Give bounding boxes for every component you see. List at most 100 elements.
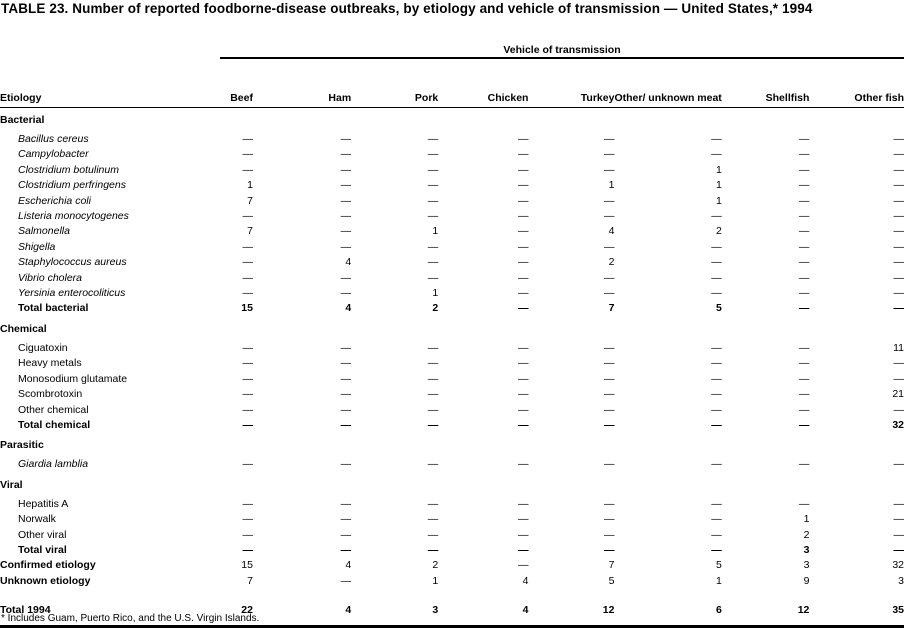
table-cell: 4	[345, 559, 352, 572]
table-cell: —	[242, 372, 253, 385]
table-cell: —	[517, 225, 529, 238]
table-cell: 7	[247, 225, 253, 238]
table-cell	[809, 108, 904, 133]
table-cell: —	[242, 458, 253, 471]
table-cell	[230, 473, 253, 497]
table-cell: —	[340, 403, 352, 416]
table-cell: —	[340, 341, 352, 354]
table-cell: —	[711, 133, 722, 145]
table-cell: —	[517, 271, 529, 284]
row-label: Parasitic	[0, 439, 44, 452]
table-cell: —	[798, 179, 810, 192]
column-header: Shellfish	[765, 92, 810, 104]
table-row: Heavy metals — — — — — — — —	[0, 356, 904, 371]
table-cell: —	[340, 372, 352, 385]
table-cell: —	[893, 133, 904, 145]
table-cell: —	[893, 372, 904, 385]
table-cell: 4	[345, 302, 352, 315]
table-cell: —	[427, 194, 439, 207]
outbreaks-table: Etiology Beef Ham Pork Chicken Turkey Other/ u…	[0, 58, 904, 628]
table-cell: —	[242, 240, 253, 253]
table-cell	[351, 473, 438, 497]
table-cell	[528, 108, 614, 133]
table-cell: —	[893, 497, 904, 510]
table-cell: —	[242, 543, 253, 556]
table-row: Hepatitis A — — — — — — — —	[0, 497, 904, 512]
table-cell: —	[517, 256, 529, 269]
row-label: Yersinia enterocoliticus	[18, 287, 126, 300]
table-cell: —	[603, 240, 615, 253]
table-cell: 9	[803, 574, 810, 587]
table-cell: —	[340, 225, 352, 238]
table-cell: —	[798, 357, 810, 370]
table-cell: —	[517, 194, 529, 207]
row-label: Heavy metals	[18, 357, 82, 370]
table-cell: —	[517, 163, 529, 176]
table-row: Norwalk — — — — — — 1 —	[0, 512, 904, 527]
table-cell: —	[711, 513, 722, 526]
table-cell	[230, 433, 253, 457]
table-cell: —	[427, 403, 439, 416]
table-row: Shigella — — — — — — — —	[0, 240, 904, 255]
table-cell: 7	[608, 559, 615, 572]
table-cell: 3	[803, 559, 810, 572]
table-cell: —	[242, 528, 253, 541]
table-cell: —	[517, 179, 529, 192]
table-cell: —	[711, 403, 722, 416]
table-cell	[351, 108, 438, 133]
table-cell: —	[242, 513, 253, 526]
table-cell: —	[603, 148, 615, 161]
table-cell: 2	[803, 528, 810, 541]
table-cell: —	[427, 341, 439, 354]
table-cell	[438, 317, 528, 341]
table-cell: —	[242, 133, 253, 145]
table-row: Salmonella 7 — 1 — 4 2 — —	[0, 224, 904, 239]
table-cell: —	[603, 543, 615, 556]
table-cell: 4	[438, 595, 529, 628]
table-cell	[809, 317, 904, 341]
table-cell: —	[427, 388, 439, 401]
table-cell	[351, 433, 438, 457]
table-cell: —	[798, 497, 810, 510]
table-cell	[528, 433, 614, 457]
table-cell: —	[427, 179, 439, 192]
table-row: Total 1994 22 4 3 4 12 6 12 35	[0, 595, 904, 628]
table-cell: —	[893, 240, 904, 253]
table-cell: 1	[432, 287, 439, 300]
table-cell: —	[603, 528, 615, 541]
table-cell: 1	[715, 179, 722, 192]
row-label: Chemical	[0, 322, 47, 335]
row-label: Giardia lamblia	[18, 458, 89, 471]
table-cell	[722, 473, 810, 497]
table-cell	[253, 317, 351, 341]
row-label: Staphylococcus aureus	[18, 256, 127, 269]
table-cell: —	[711, 256, 722, 269]
table-cell: —	[427, 543, 439, 556]
row-label: Shigella	[18, 240, 56, 253]
row-label: Other viral	[18, 528, 67, 541]
table-cell: —	[893, 179, 904, 192]
table-cell	[438, 433, 528, 457]
table-cell: —	[893, 194, 904, 207]
table-cell	[528, 473, 614, 497]
table-cell: —	[340, 240, 352, 253]
table-cell: —	[517, 458, 529, 471]
table-row: Listeria monocytogenes — — — — — — — —	[0, 209, 904, 224]
table-row: Yersinia enterocoliticus — — 1 — — — — —	[0, 286, 904, 301]
row-label: Unknown etiology	[0, 574, 91, 587]
table-cell: —	[340, 513, 352, 526]
table-cell: —	[517, 372, 529, 385]
table-cell: —	[893, 271, 904, 284]
column-header: Ham	[328, 92, 352, 104]
table-cell: —	[427, 418, 439, 431]
table-cell: —	[711, 357, 722, 370]
table-cell: —	[517, 148, 529, 161]
table-row: Parasitic	[0, 433, 904, 457]
column-header: Other fish	[854, 92, 904, 104]
table-cell: 4	[522, 574, 529, 587]
table-cell: —	[893, 302, 904, 315]
row-label: Total viral	[18, 543, 67, 556]
table-cell: —	[711, 210, 722, 223]
table-cell: —	[603, 357, 615, 370]
row-label: Salmonella	[18, 225, 70, 238]
